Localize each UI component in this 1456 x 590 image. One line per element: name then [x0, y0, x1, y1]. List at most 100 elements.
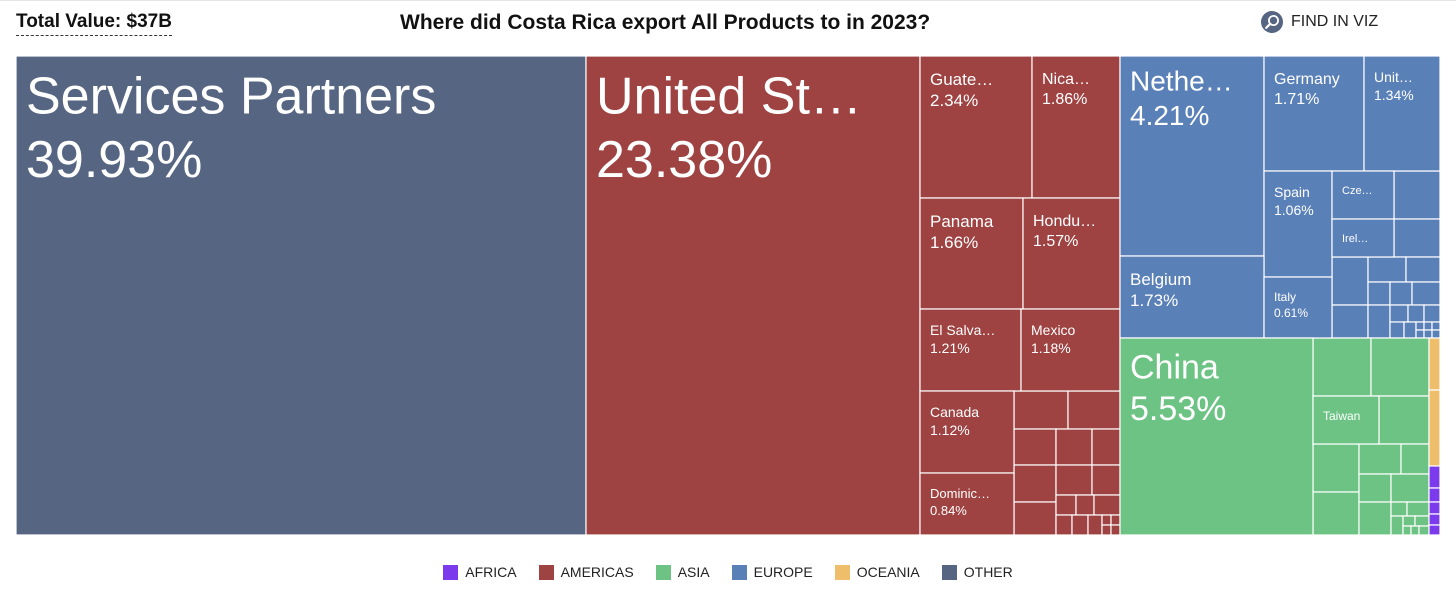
treemap-tile-small-8[interactable]: [1091, 464, 1121, 496]
treemap-tile-small-2[interactable]: [1067, 390, 1121, 430]
legend-item-africa[interactable]: AFRICA: [443, 564, 517, 580]
treemap-tile-netherlands[interactable]: [1119, 56, 1265, 257]
treemap-tile-small-9[interactable]: [1013, 501, 1057, 535]
legend-item-other[interactable]: OTHER: [941, 564, 1013, 580]
treemap-tile-small-7[interactable]: [1055, 464, 1093, 496]
tile-value-belgium: 1.73%: [1130, 291, 1178, 310]
treemap-tile-small-52[interactable]: [1406, 501, 1430, 517]
treemap-tile-small-14[interactable]: [1071, 514, 1089, 535]
treemap-tile-small-12[interactable]: [1093, 494, 1121, 516]
treemap-tile-small-32[interactable]: [1423, 304, 1440, 323]
treemap-tile-spain[interactable]: [1263, 170, 1333, 278]
legend-item-oceania[interactable]: OCEANIA: [834, 564, 920, 580]
treemap-tile-small-49[interactable]: [1390, 473, 1430, 503]
treemap-tile-small-40[interactable]: [1431, 329, 1440, 339]
treemap-tile-small-36[interactable]: [1423, 321, 1433, 331]
tile-value-services-partners: 39.93%: [26, 131, 202, 189]
treemap-tile-el-salvador[interactable]: [919, 308, 1022, 392]
treemap-tile-united-kingdom[interactable]: [1363, 56, 1440, 172]
treemap-tile-small-25[interactable]: [1367, 281, 1391, 306]
treemap-tile-small-23[interactable]: [1367, 256, 1407, 283]
treemap-tile-small-17[interactable]: [1110, 514, 1121, 526]
tile-value-united-states: 23.38%: [596, 131, 772, 189]
treemap-tile-taiwan[interactable]: [1312, 395, 1380, 445]
treemap-tile-small-47[interactable]: [1312, 491, 1360, 535]
treemap-tile-small-53[interactable]: [1390, 515, 1404, 535]
treemap-tile-small-63[interactable]: [1428, 501, 1440, 515]
treemap-tile-germany[interactable]: [1263, 56, 1365, 172]
treemap-tile-china[interactable]: [1119, 337, 1314, 535]
treemap-tile-small-29[interactable]: [1367, 304, 1391, 339]
treemap-tile-italy[interactable]: [1263, 276, 1333, 339]
treemap-tile-small-54[interactable]: [1402, 515, 1416, 527]
treemap-tile-small-11[interactable]: [1075, 494, 1095, 516]
treemap-tile-small-50[interactable]: [1358, 501, 1392, 535]
treemap-tile-small-38[interactable]: [1415, 329, 1425, 339]
tile-label-germany: Germany: [1274, 71, 1340, 88]
treemap-tile-small-61[interactable]: [1428, 465, 1440, 489]
tile-label-spain: Spain: [1274, 184, 1310, 200]
legend-label-americas: AMERICAS: [560, 564, 634, 580]
tile-label-netherlands: Nethe…: [1130, 66, 1233, 97]
legend-swatch-europe: [731, 564, 747, 580]
legend-item-asia[interactable]: ASIA: [655, 564, 710, 580]
treemap-tile-small-27[interactable]: [1411, 281, 1440, 306]
treemap-tile-small-62[interactable]: [1428, 487, 1440, 503]
treemap-tile-small-41[interactable]: [1312, 337, 1372, 397]
treemap-tile-small-60[interactable]: [1428, 389, 1440, 467]
treemap-tile-small-1[interactable]: [1013, 390, 1069, 430]
treemap-tile-small-18[interactable]: [1101, 524, 1112, 535]
treemap-tile-small-43[interactable]: [1378, 395, 1430, 445]
treemap-tile-small-42[interactable]: [1370, 337, 1430, 397]
treemap-tile-small-13[interactable]: [1055, 514, 1073, 535]
treemap-tile-small-6[interactable]: [1013, 464, 1057, 503]
treemap-tile-small-45[interactable]: [1358, 443, 1402, 475]
find-in-viz-button[interactable]: FIND IN VIZ: [1260, 10, 1378, 34]
treemap-tile-small-26[interactable]: [1389, 281, 1413, 306]
tile-label-panama: Panama: [930, 212, 994, 231]
treemap-tile-small-57[interactable]: [1410, 525, 1420, 535]
treemap-tile-small-55[interactable]: [1414, 515, 1430, 527]
treemap-tile-small-35[interactable]: [1415, 321, 1425, 331]
treemap-tile-guatemala[interactable]: [919, 56, 1033, 199]
treemap-tile-small-65[interactable]: [1428, 524, 1440, 535]
treemap-tile-small-21[interactable]: [1393, 218, 1440, 258]
legend-label-oceania: OCEANIA: [856, 564, 920, 580]
treemap-tile-small-5[interactable]: [1091, 428, 1121, 466]
treemap-tile-small-48[interactable]: [1358, 473, 1392, 503]
treemap-tile-small-46[interactable]: [1400, 443, 1430, 475]
treemap-tile-small-37[interactable]: [1431, 321, 1440, 331]
treemap-tile-small-30[interactable]: [1389, 304, 1409, 323]
treemap-tile-small-64[interactable]: [1428, 513, 1440, 526]
treemap-tile-small-16[interactable]: [1101, 514, 1112, 526]
treemap-tile-small-24[interactable]: [1405, 256, 1440, 283]
treemap-tile-small-4[interactable]: [1055, 428, 1093, 466]
treemap-tile-small-39[interactable]: [1423, 329, 1433, 339]
legend-swatch-asia: [655, 564, 671, 580]
treemap-tile-small-51[interactable]: [1390, 501, 1408, 517]
legend-item-europe[interactable]: EUROPE: [731, 564, 813, 580]
treemap-tile-small-19[interactable]: [1110, 524, 1121, 535]
treemap-tile-canada[interactable]: [919, 390, 1015, 474]
treemap-tile-small-56[interactable]: [1402, 525, 1412, 535]
treemap-tile-small-3[interactable]: [1013, 428, 1057, 466]
treemap-tile-mexico[interactable]: [1020, 308, 1121, 392]
treemap-tile-small-34[interactable]: [1403, 321, 1417, 339]
treemap-tile-small-10[interactable]: [1055, 494, 1077, 516]
treemap-tile-small-28[interactable]: [1331, 304, 1369, 339]
treemap-tile-belgium[interactable]: [1119, 255, 1265, 339]
treemap-tile-ireland[interactable]: [1331, 218, 1395, 258]
treemap-tile-small-44[interactable]: [1312, 443, 1360, 493]
treemap-tile-united-states[interactable]: [585, 56, 921, 535]
treemap-tile-small-59[interactable]: [1428, 337, 1440, 391]
treemap-tile-small-15[interactable]: [1087, 514, 1103, 535]
treemap-tile-small-31[interactable]: [1407, 304, 1425, 323]
treemap-tile-dominican-republic[interactable]: [919, 472, 1015, 535]
total-value-label[interactable]: Total Value: $37B: [16, 11, 172, 36]
treemap-tile-small-33[interactable]: [1389, 321, 1405, 339]
legend-item-americas[interactable]: AMERICAS: [538, 564, 634, 580]
treemap-tile-services-partners[interactable]: [16, 56, 587, 535]
treemap-tile-small-22[interactable]: [1331, 256, 1369, 306]
treemap-tile-small-20[interactable]: [1393, 170, 1440, 220]
treemap-tile-small-58[interactable]: [1418, 525, 1430, 535]
